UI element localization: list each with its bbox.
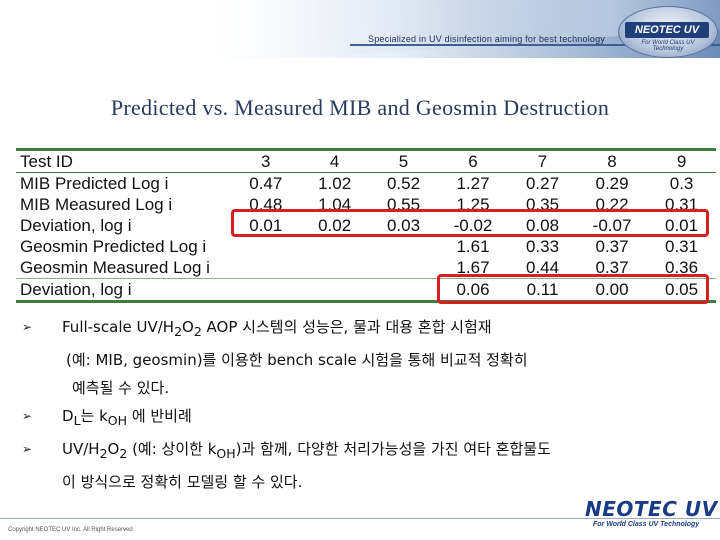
bullet-text: 에 반비례 bbox=[127, 407, 192, 425]
copyright-text: Copyright NEOTEC UV Inc. All Right Reser… bbox=[8, 527, 133, 533]
table-cell bbox=[369, 278, 438, 303]
table-cell: -0.07 bbox=[592, 216, 632, 235]
header-logo: NEOTEC UV For World Class UV Technology bbox=[618, 6, 718, 58]
footer-logo-subtext: For World Class UV Technology bbox=[593, 521, 700, 528]
table-cell: 0.33 bbox=[525, 237, 560, 256]
bullet-item: ➢ UV/H2O2 (예: 상이한 kOH)과 함께, 다양한 처리가능성을 가… bbox=[22, 435, 702, 468]
subscript: 2 bbox=[193, 324, 202, 339]
arrow-bullet-icon: ➢ bbox=[22, 442, 33, 456]
bullet-text: O bbox=[107, 440, 120, 458]
table-cell: 0.3 bbox=[669, 174, 694, 193]
table-cell: 0.08 bbox=[525, 216, 560, 235]
table-cell: 0.01 bbox=[249, 216, 283, 235]
subscript: OH bbox=[216, 446, 236, 461]
bullet-text: (예: 상이한 k bbox=[127, 440, 217, 458]
header-tagline: Specialized in UV disinfection aiming fo… bbox=[368, 34, 606, 44]
table-cell bbox=[231, 278, 301, 303]
table-cell: 0.47 bbox=[249, 174, 283, 193]
table-header-cell: 5 bbox=[369, 148, 438, 173]
header-logo-text: NEOTEC UV bbox=[625, 22, 709, 38]
row-label: Deviation, log i bbox=[16, 278, 232, 303]
table-cell: 0.11 bbox=[508, 278, 577, 303]
table-cell: 0.37 bbox=[595, 237, 629, 256]
bullet-text: )과 함께, 다양한 처리가능성을 가진 여타 혼합물도 bbox=[235, 440, 551, 458]
table-cell: 1.02 bbox=[318, 174, 352, 193]
table-cell: 1.67 bbox=[437, 257, 509, 279]
table-header-cell: 4 bbox=[300, 148, 370, 173]
bullet-list: ➢ Full-scale UV/H2O2 AOP 시스템의 성능은, 물과 대용… bbox=[22, 313, 702, 496]
subscript: L bbox=[73, 413, 81, 428]
table-cell bbox=[369, 257, 438, 279]
footer-rule bbox=[0, 518, 720, 519]
table-cell: 0.27 bbox=[525, 174, 560, 193]
footer-logo: NEOTEC UV bbox=[585, 497, 718, 521]
results-table: Test ID 3 4 5 6 7 8 9 MIB Predicted Log … bbox=[16, 148, 716, 303]
subscript: 2 bbox=[119, 446, 128, 461]
subscript: OH bbox=[107, 413, 128, 428]
table-header-cell: 9 bbox=[647, 148, 716, 173]
table-cell: 1.27 bbox=[456, 174, 490, 193]
table-cell: 0.44 bbox=[508, 257, 577, 279]
table-cell: 0.31 bbox=[665, 237, 699, 256]
table-row: Geosmin Predicted Log i 1.61 0.33 0.37 0… bbox=[16, 236, 716, 257]
table-cell: 0.03 bbox=[386, 216, 421, 235]
table-header-row: Test ID 3 4 5 6 7 8 9 bbox=[16, 148, 716, 173]
bullet-text: UV/H bbox=[62, 440, 100, 458]
table-cell bbox=[369, 236, 438, 257]
arrow-bullet-icon: ➢ bbox=[22, 320, 33, 334]
bullet-continuation: 이 방식으로 정확히 모델링 할 수 있다. bbox=[62, 473, 303, 491]
table-cell bbox=[231, 236, 300, 257]
bullet-item: ➢ Full-scale UV/H2O2 AOP 시스템의 성능은, 물과 대용… bbox=[22, 313, 702, 346]
table-header-cell: Test ID bbox=[16, 148, 232, 173]
geosmin-deviation-highlight bbox=[437, 274, 709, 304]
table-cell bbox=[300, 236, 369, 257]
subscript: 2 bbox=[99, 446, 108, 461]
header-logo-subtext: For World Class UV Technology bbox=[641, 40, 695, 52]
table-cell: 0.05 bbox=[647, 278, 716, 303]
banner-rule bbox=[350, 44, 720, 46]
table-cell bbox=[300, 257, 370, 279]
table-cell: 0.29 bbox=[595, 174, 629, 193]
row-label: Deviation, log i bbox=[20, 216, 132, 235]
table-cell: 0.01 bbox=[665, 216, 699, 235]
table-cell bbox=[231, 257, 301, 279]
header-banner: Specialized in UV disinfection aiming fo… bbox=[0, 0, 720, 58]
subscript: 2 bbox=[174, 324, 183, 339]
table-header-cell: 7 bbox=[508, 148, 577, 173]
table-cell: 0.06 bbox=[437, 278, 509, 303]
bullet-text: O bbox=[182, 318, 194, 336]
table-cell: -0.02 bbox=[453, 216, 493, 235]
table-header-cell: 8 bbox=[576, 148, 648, 173]
table-row: Geosmin Measured Log i 1.67 0.44 0.37 0.… bbox=[16, 257, 716, 279]
table-header-cell: 6 bbox=[437, 148, 509, 173]
slide-title: Predicted vs. Measured MIB and Geosmin D… bbox=[110, 95, 610, 120]
bullet-text: 는 k bbox=[80, 407, 108, 425]
bullet-text: AOP 시스템의 성능은, 물과 대용 혼합 시험재 bbox=[201, 318, 492, 336]
row-label: MIB Predicted Log i bbox=[20, 174, 169, 193]
table-cell: 0.52 bbox=[386, 174, 421, 193]
table-cell: 0.00 bbox=[576, 278, 648, 303]
bullet-item: ➢ DL는 kOH 에 반비례 bbox=[22, 402, 702, 435]
arrow-bullet-icon: ➢ bbox=[22, 409, 33, 423]
table-cell: 1.61 bbox=[456, 237, 490, 256]
bullet-continuation: (예: MIB, geosmin)를 이용한 bench scale 시험을 통… bbox=[66, 351, 528, 369]
table-cell: 0.37 bbox=[576, 257, 648, 279]
table-header-cell: 3 bbox=[231, 148, 301, 173]
bullet-text: D bbox=[62, 407, 74, 425]
table-row: MIB Predicted Log i 0.47 1.02 0.52 1.27 … bbox=[16, 173, 716, 195]
bullet-continuation: 예측될 수 있다. bbox=[72, 379, 170, 397]
row-label: Geosmin Predicted Log i bbox=[20, 237, 207, 256]
table-cell bbox=[300, 278, 370, 303]
table-cell: 0.02 bbox=[318, 216, 352, 235]
table-row: Deviation, log i 0.01 0.02 0.03 -0.02 0.… bbox=[16, 215, 716, 236]
row-label: MIB Measured Log i bbox=[20, 195, 173, 214]
bullet-text: Full-scale UV/H bbox=[62, 318, 175, 336]
row-label: Geosmin Measured Log i bbox=[16, 257, 232, 279]
table-row: Deviation, log i 0.06 0.11 0.00 0.05 bbox=[16, 278, 716, 303]
table-cell: 0.36 bbox=[647, 257, 716, 279]
mib-deviation-highlight bbox=[231, 209, 709, 237]
